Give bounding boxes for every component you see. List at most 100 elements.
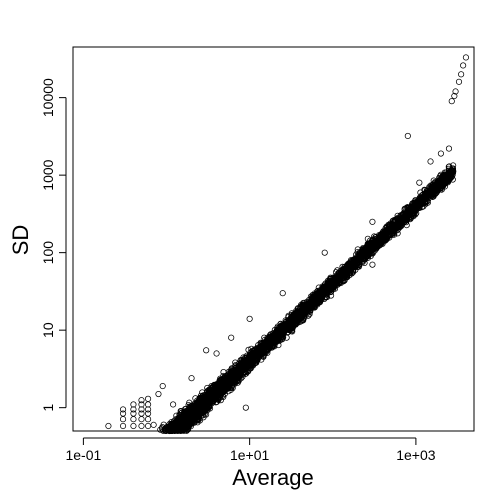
data-point bbox=[241, 368, 248, 375]
data-point bbox=[220, 385, 227, 392]
data-point bbox=[219, 384, 226, 392]
data-point bbox=[228, 373, 235, 380]
data-point bbox=[138, 401, 145, 408]
data-point bbox=[416, 179, 423, 186]
y-tick-label: 1 bbox=[40, 404, 56, 412]
data-point bbox=[144, 416, 152, 423]
y-tick-label: 10000 bbox=[40, 78, 56, 117]
data-point bbox=[238, 367, 245, 375]
data-point bbox=[266, 335, 273, 342]
data-point bbox=[431, 179, 439, 186]
data-point bbox=[236, 363, 243, 370]
data-point bbox=[450, 162, 457, 169]
data-point bbox=[367, 240, 374, 247]
data-point bbox=[458, 71, 465, 78]
data-point bbox=[272, 338, 280, 345]
data-point bbox=[138, 406, 145, 413]
data-point bbox=[343, 268, 350, 275]
data-point bbox=[265, 338, 272, 345]
data-point bbox=[209, 385, 216, 392]
data-point bbox=[187, 420, 195, 428]
data-point bbox=[130, 422, 137, 430]
data-point bbox=[333, 275, 340, 283]
data-point bbox=[228, 334, 235, 341]
data-point bbox=[130, 401, 137, 408]
data-point bbox=[170, 401, 177, 408]
data-point bbox=[210, 398, 217, 405]
data-point bbox=[183, 420, 190, 427]
data-point bbox=[387, 228, 394, 235]
data-point bbox=[221, 384, 228, 391]
data-point bbox=[242, 404, 249, 411]
data-point bbox=[321, 249, 328, 256]
data-point bbox=[144, 422, 152, 430]
data-point bbox=[178, 426, 185, 433]
data-point bbox=[199, 400, 206, 407]
data-point bbox=[419, 198, 426, 205]
data-point bbox=[306, 311, 313, 318]
data-point bbox=[298, 316, 305, 323]
data-point bbox=[243, 354, 250, 361]
data-point bbox=[369, 261, 376, 268]
data-point bbox=[157, 426, 164, 433]
data-point bbox=[357, 253, 364, 260]
data-point bbox=[406, 211, 413, 218]
data-point bbox=[319, 292, 326, 300]
data-point bbox=[394, 223, 401, 230]
data-point bbox=[220, 372, 227, 379]
data-point bbox=[308, 299, 315, 306]
y-tick-label: 1000 bbox=[40, 159, 56, 190]
data-point bbox=[138, 416, 145, 423]
data-point bbox=[194, 409, 202, 416]
data-point bbox=[354, 252, 361, 259]
data-point bbox=[385, 222, 393, 229]
data-point bbox=[312, 293, 319, 300]
data-point bbox=[314, 297, 321, 304]
y-tick-label: 10 bbox=[40, 322, 56, 338]
data-point bbox=[213, 350, 220, 357]
data-point bbox=[269, 340, 276, 347]
data-point bbox=[403, 216, 410, 223]
data-point bbox=[250, 353, 258, 360]
data-point bbox=[411, 208, 418, 215]
data-point bbox=[448, 98, 455, 105]
data-point bbox=[119, 406, 127, 413]
data-point bbox=[279, 290, 286, 297]
data-point bbox=[189, 417, 196, 424]
data-point bbox=[352, 263, 359, 270]
data-point bbox=[239, 359, 247, 366]
plot-frame bbox=[72, 46, 475, 432]
data-point bbox=[346, 260, 353, 267]
data-point bbox=[339, 274, 346, 281]
data-point bbox=[266, 333, 274, 340]
data-point bbox=[404, 132, 411, 140]
data-point bbox=[203, 347, 210, 354]
y-axis-title: SD bbox=[8, 225, 33, 256]
data-point bbox=[119, 416, 127, 423]
data-point bbox=[183, 407, 190, 415]
data-point bbox=[462, 54, 470, 61]
data-point bbox=[138, 397, 145, 404]
data-point bbox=[437, 150, 444, 157]
data-point bbox=[365, 248, 372, 255]
data-point bbox=[150, 421, 157, 428]
data-point bbox=[351, 260, 358, 267]
data-point bbox=[347, 265, 355, 273]
data-point bbox=[407, 208, 414, 215]
data-point bbox=[369, 218, 376, 225]
data-point bbox=[246, 315, 253, 322]
data-point bbox=[196, 394, 203, 402]
data-point bbox=[281, 325, 288, 332]
data-point bbox=[243, 364, 250, 371]
data-point bbox=[301, 306, 309, 313]
data-point bbox=[360, 255, 368, 262]
data-point bbox=[366, 247, 373, 254]
data-point bbox=[214, 392, 221, 399]
data-point bbox=[451, 92, 458, 100]
data-point bbox=[299, 312, 306, 320]
data-point bbox=[279, 336, 286, 343]
data-point bbox=[248, 345, 255, 352]
data-point bbox=[247, 362, 254, 369]
